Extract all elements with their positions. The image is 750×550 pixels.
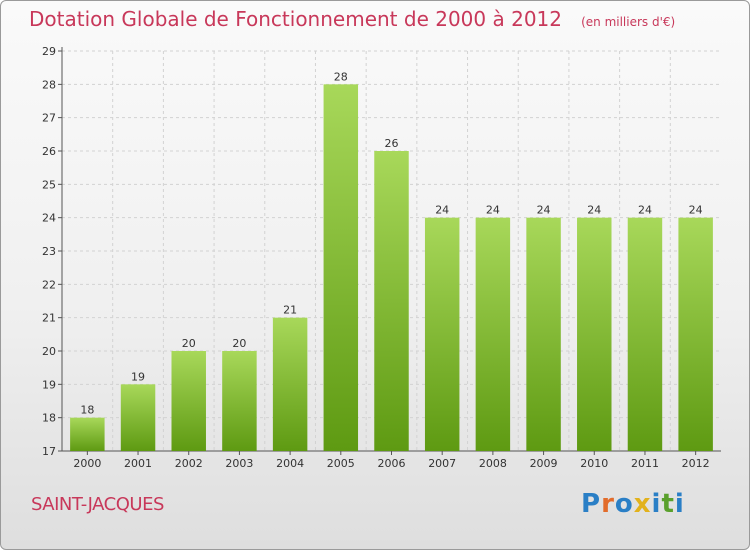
chart-title: Dotation Globale de Fonctionnement de 20… (29, 7, 562, 31)
bar-value-label: 26 (385, 137, 399, 150)
bar-value-label: 24 (486, 204, 500, 217)
x-tick-label: 2005 (327, 457, 355, 470)
y-tick-label: 25 (42, 178, 56, 191)
chart-subtitle: (en milliers d'€) (581, 15, 676, 29)
bar-value-label: 24 (689, 204, 703, 217)
bar-value-label: 19 (131, 370, 145, 383)
bar (627, 217, 663, 451)
logo-letter: x (633, 489, 652, 519)
bar (70, 417, 105, 451)
logo-letter: r (601, 489, 615, 519)
x-tick-label: 2006 (378, 457, 406, 470)
x-tick-label: 2011 (631, 457, 659, 470)
x-tick-label: 2012 (682, 457, 710, 470)
bar-value-label: 24 (638, 204, 652, 217)
y-tick-label: 17 (42, 445, 56, 458)
bar (120, 384, 156, 451)
x-tick-label: 2004 (276, 457, 304, 470)
bar-value-label: 18 (80, 404, 94, 417)
x-tick-label: 2002 (175, 457, 203, 470)
y-tick-label: 26 (42, 145, 56, 158)
y-tick-label: 20 (42, 345, 56, 358)
tick-labels: 17 18 19 20 21 22 23 24 25 26 27 28 29 2000 2001 2002 20… (42, 45, 710, 470)
y-tick-label: 24 (42, 212, 56, 225)
proxiti-logo[interactable]: Proxiti (581, 489, 685, 519)
x-tick-label: 2001 (124, 457, 152, 470)
y-tick-label: 23 (42, 245, 56, 258)
y-tick-label: 19 (42, 378, 56, 391)
bar (272, 317, 308, 451)
y-tick-label: 22 (42, 278, 56, 291)
bar (577, 217, 612, 451)
logo-letter: P (581, 489, 602, 519)
bar (475, 217, 511, 451)
x-tick-label: 2007 (428, 457, 456, 470)
bar (424, 217, 460, 451)
bar (222, 351, 257, 451)
y-tick-label: 29 (42, 45, 56, 58)
bar (323, 84, 359, 451)
logo-letter: o (614, 489, 634, 519)
x-tick-label: 2010 (580, 457, 608, 470)
data-labels: 18 19 20 20 21 28 26 24 24 24 24 24 24 (80, 70, 702, 416)
logo-letter: i (651, 489, 662, 519)
bar (526, 217, 561, 451)
y-tick-label: 27 (42, 112, 56, 125)
logo-letter: t (661, 489, 675, 519)
bar-value-label: 24 (537, 204, 551, 217)
x-tick-label: 2000 (73, 457, 101, 470)
bar-value-label: 28 (334, 70, 348, 83)
bars (70, 84, 713, 451)
bar-value-label: 24 (435, 204, 449, 217)
x-tick-label: 2008 (479, 457, 507, 470)
x-tick-label: 2009 (530, 457, 558, 470)
bar-value-label: 24 (587, 204, 601, 217)
bar (374, 151, 409, 451)
bar-value-label: 20 (232, 337, 246, 350)
bar (678, 217, 713, 451)
y-tick-label: 28 (42, 78, 56, 91)
bar-value-label: 20 (182, 337, 196, 350)
bar (171, 351, 206, 451)
bar-value-label: 21 (283, 304, 297, 317)
title-row: Dotation Globale de Fonctionnement de 20… (29, 7, 675, 31)
place-name: SAINT-JACQUES (31, 494, 164, 515)
x-tick-label: 2003 (225, 457, 253, 470)
y-tick-label: 18 (42, 412, 56, 425)
logo-letter: i (674, 489, 685, 519)
y-tick-label: 21 (42, 312, 56, 325)
